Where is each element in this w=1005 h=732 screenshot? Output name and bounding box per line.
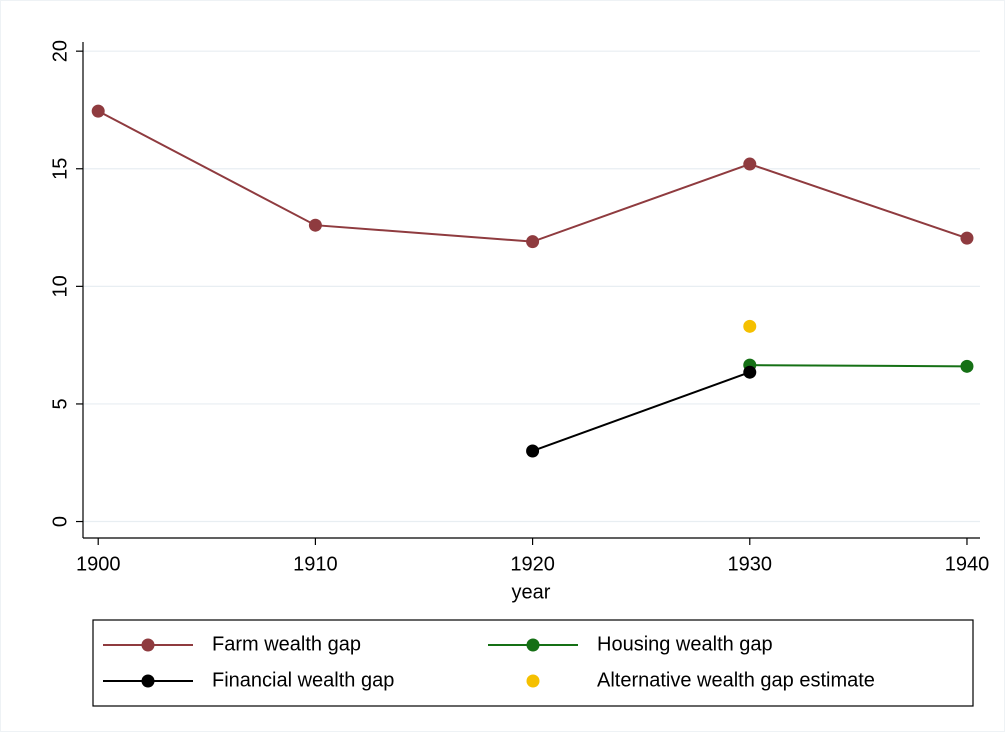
legend-label: Housing wealth gap — [597, 633, 773, 655]
legend-marker — [141, 638, 155, 652]
legend-marker — [141, 674, 155, 688]
series-line — [749, 364, 967, 368]
data-point — [526, 444, 540, 458]
data-point — [743, 319, 757, 333]
data-point — [743, 157, 757, 171]
legend-box — [92, 619, 974, 707]
y-tick-label: 5 — [49, 398, 71, 409]
y-tick-label: 20 — [49, 40, 71, 62]
y-tick-label: 15 — [49, 158, 71, 180]
y-tick-label: 0 — [49, 516, 71, 527]
legend-marker — [526, 674, 540, 688]
series-line — [532, 371, 751, 452]
x-tick-label: 1910 — [293, 553, 338, 575]
x-tick-label: 1920 — [510, 553, 555, 575]
data-point — [91, 104, 105, 118]
data-point — [960, 359, 974, 373]
data-point — [308, 218, 322, 232]
data-point — [960, 231, 974, 245]
x-tick-label: 1900 — [76, 553, 121, 575]
legend-marker — [526, 638, 540, 652]
legend-label: Farm wealth gap — [212, 633, 361, 655]
x-tick-label: 1930 — [728, 553, 773, 575]
legend-label: Alternative wealth gap estimate — [597, 669, 875, 691]
x-tick-label: 1940 — [945, 553, 990, 575]
data-point — [743, 365, 757, 379]
data-point — [526, 235, 540, 249]
y-tick-label: 10 — [49, 275, 71, 297]
x-axis-label: year — [512, 581, 551, 603]
legend-label: Financial wealth gap — [212, 669, 394, 691]
